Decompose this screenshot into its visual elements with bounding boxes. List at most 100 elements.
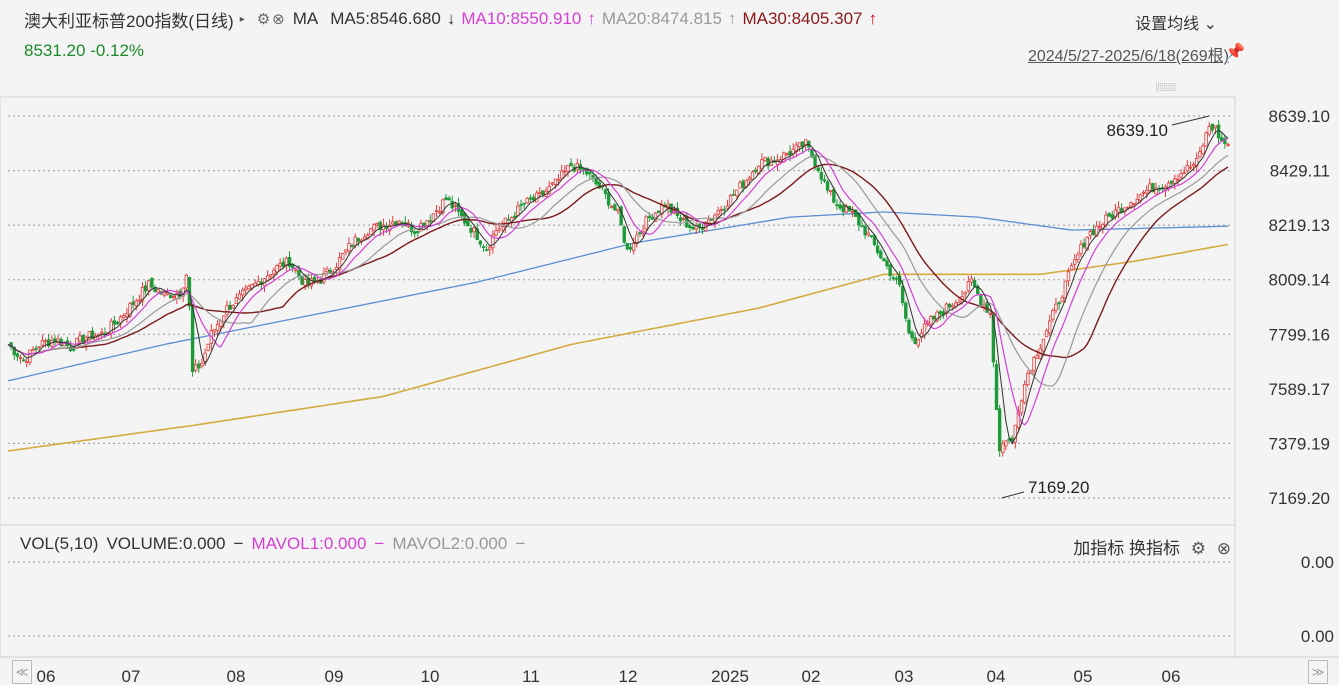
close-icon[interactable]: ⊗ [272,11,285,28]
candle-body [513,215,517,218]
candle-body [747,177,752,181]
ma30-value: MA30:8405.307 [742,9,863,28]
candle-body [1035,355,1039,359]
candle-body [728,194,733,206]
ma-settings-button[interactable]: 设置均线 ⌄ [1135,16,1217,33]
title-dropdown-icon[interactable]: ▸ [239,13,245,25]
candle-body [78,335,82,342]
instrument-title[interactable]: 澳大利亚标普200指数(日线) [24,11,234,31]
candle-body [1223,137,1227,145]
price-panel [0,96,1236,526]
candle-body [1173,178,1177,184]
close-icon[interactable]: ⊗ [1216,539,1231,558]
candle-body [369,228,373,235]
candle-body [437,210,442,213]
candle-body [979,295,983,306]
gear-icon[interactable]: ⚙ [1190,539,1207,558]
candle-body [125,313,129,317]
candle-body [1057,302,1061,305]
ma5-arrow-icon: ↓ [446,9,456,28]
candle-body [1151,183,1155,193]
high-annotation-arrow [1171,115,1210,126]
chart-header: 澳大利亚标普200指数(日线) ▸ ⚙ ⊗ MA MA5:8546.680 ↓ … [24,8,883,31]
candle-body [428,220,433,223]
candle-body [122,315,126,319]
candle-body [613,204,617,211]
candle-body [353,236,357,246]
candle-body [28,349,32,363]
add-indicator-button[interactable]: 加指标 [1073,539,1125,558]
candle-body [240,289,245,296]
candle-body [966,281,971,292]
candle-body [860,225,864,228]
candle-body [1198,151,1202,158]
candle-body [1032,357,1036,371]
candle-body [1047,320,1052,334]
candle-body [212,328,217,333]
gear-icon[interactable]: ⚙ [256,11,271,28]
candle-body [219,320,223,327]
candle-body [1041,338,1046,352]
chart-tag-icon[interactable]: ⁞⁞⁞⁞⁞⁞⁞⁞⁞⁞ [1155,82,1177,94]
candle-body [703,225,708,232]
candle-body [619,206,623,226]
candle-body [425,220,429,227]
candle-body [1019,400,1024,414]
pin-icon[interactable]: 📌 [1225,44,1245,61]
candle-body [854,209,858,217]
scroll-right-button[interactable]: ≫ [1308,660,1328,684]
candle-body [484,249,489,252]
candle-body [929,316,933,325]
x-tick-label: 02 [802,667,821,685]
candle-body [43,340,48,343]
candle-body [591,175,595,178]
candle-body [947,303,952,308]
candle-body [910,331,914,339]
x-tick-label: 08 [227,667,246,685]
candle-body [1126,206,1130,209]
candle-body [31,349,35,352]
candle-body [1066,271,1071,282]
candle-body [631,243,636,252]
candle-body [387,224,392,232]
candle-body [741,180,745,188]
candle-body [491,234,495,249]
ma5-value: MA5:8546.680 [330,9,441,28]
candle-body [294,269,298,272]
candle-body [34,347,38,350]
candle-body [678,217,683,222]
indicator-tools: 加指标 换指标 ⚙ ⊗ [1073,534,1231,559]
candle-body [12,346,16,356]
candle-body [1088,231,1093,236]
candle-body [1135,198,1139,204]
scroll-left-button[interactable]: ≪ [12,660,32,684]
candle-body [797,142,802,148]
candle-body [907,319,911,334]
candle-body [688,225,692,228]
candle-body [441,199,445,214]
candle-body [244,287,248,291]
candle-body [494,230,498,236]
chevron-down-icon: ⌄ [1203,16,1217,33]
y-tick-label: 7169.20 [1269,489,1330,508]
candle-body [362,236,367,240]
candle-body [1001,443,1005,453]
candle-body [1226,144,1230,146]
y-tick-label: 8639.10 [1269,107,1330,126]
candle-body [822,179,827,182]
ma5-line [7,130,1229,445]
candle-body [569,162,573,167]
candle-body [1132,203,1136,205]
candle-body [412,231,417,235]
switch-indicator-button[interactable]: 换指标 [1129,539,1181,558]
candle-body [719,209,723,211]
date-range[interactable]: 2024/5/27-2025/6/18(269根) [1027,48,1229,65]
candle-body [81,334,85,344]
candle-body [541,190,545,196]
candle-body [969,278,974,283]
candle-body [882,258,886,262]
y-tick-label: 7379.19 [1269,434,1330,453]
candle-body [137,299,142,302]
candle-body [1213,125,1218,129]
